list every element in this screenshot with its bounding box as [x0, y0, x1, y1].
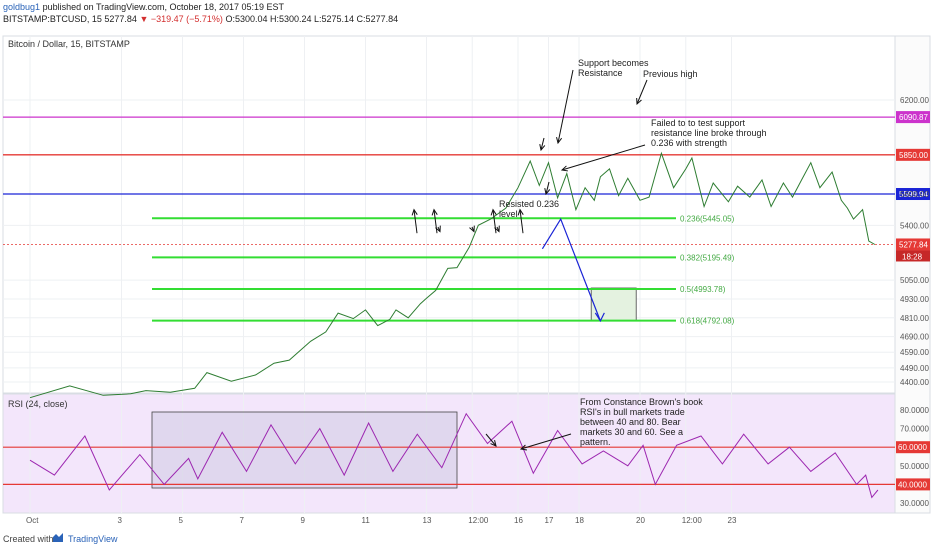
level-price-tag: [896, 238, 930, 251]
price-axis-tick: 4810.00: [900, 314, 929, 323]
level-price-tag: [896, 188, 930, 201]
annotation-arrow: [540, 137, 545, 151]
arrowhead-icon: [544, 188, 551, 196]
x-axis-tick: 7: [240, 516, 245, 525]
annotation-arrow: [545, 181, 550, 195]
created-with-text: Created with: [3, 534, 54, 544]
rsi-note: From Constance Brown's book RSI's in bull…: [580, 397, 703, 447]
rsi-band-label: 60.0000: [898, 443, 927, 452]
rsi-title: RSI (24, close): [8, 399, 68, 409]
fib-level-label: 0.5(4993.78): [680, 285, 726, 294]
arrowhead-icon: [594, 312, 605, 323]
x-axis-tick: 12:00: [468, 516, 489, 525]
x-axis-tick: 9: [301, 516, 306, 525]
footer: Created with TradingView: [0, 530, 932, 550]
x-axis-tick: 16: [514, 516, 523, 525]
annotation-arrow: [485, 433, 497, 447]
tradingview-brand[interactable]: TradingView: [68, 534, 118, 544]
rsi-axis-tick: 70.0000: [900, 425, 929, 434]
x-axis-tick: 13: [423, 516, 432, 525]
annotation-arrow: [519, 209, 524, 234]
published-text: published on TradingView.com, October 18…: [42, 2, 285, 12]
chart-canvas[interactable]: Bitcoin / Dollar, 15, BITSTAMP RSI (24, c…: [0, 28, 932, 530]
x-axis-tick: 12:00: [682, 516, 703, 525]
level-price-label: 6090.87: [899, 113, 928, 122]
price-axis-tick: 4490.00: [900, 364, 929, 373]
x-axis-tick: 17: [545, 516, 554, 525]
x-axis-tick: 23: [728, 516, 737, 525]
arrowhead-icon: [519, 444, 528, 451]
arrowhead-icon: [490, 440, 497, 447]
projection-arrow[interactable]: [541, 217, 601, 322]
price-change: −319.47 (−5.71%): [150, 14, 223, 24]
chart-title: Bitcoin / Dollar, 15, BITSTAMP: [8, 39, 130, 49]
rsi-axis-tick: 30.0000: [900, 499, 929, 508]
rsi-axis-tick: 80.0000: [900, 406, 929, 415]
arrowhead-icon: [556, 137, 563, 145]
arrowhead-icon: [411, 208, 418, 216]
rsi-axis-tick: 50.0000: [900, 462, 929, 471]
arrowhead-icon: [431, 208, 438, 216]
x-axis-tick: 3: [118, 516, 123, 525]
annotation-arrow: [433, 209, 438, 234]
fib-level-label: 0.618(4792.08): [680, 317, 735, 326]
x-axis-tick: 20: [636, 516, 645, 525]
arrowhead-icon: [636, 97, 642, 106]
arrowhead-icon: [560, 165, 569, 172]
price-axis-tick: 4400.00: [900, 378, 929, 387]
level-price-label: 5277.84: [899, 240, 928, 249]
arrowhead-icon: [490, 208, 497, 216]
annotation-arrow: [413, 209, 418, 234]
price-axis-tick: 5400.00: [900, 221, 929, 230]
last-price: 5277.84: [104, 14, 137, 24]
annotation-arrow: [561, 144, 646, 171]
rsi-band-label: 40.0000: [898, 480, 927, 489]
rsi-series-line[interactable]: [29, 412, 879, 499]
level-price-tag: [896, 148, 930, 161]
arrowhead-icon: [469, 225, 475, 233]
ohlc-values: O:5300.04 H:5300.24 L:5275.14 C:5277.84: [225, 14, 399, 24]
annotation-arrow: [636, 79, 648, 105]
annotation-arrow: [492, 209, 497, 234]
breakdown-note: Failed to to test support resistance line…: [651, 118, 767, 148]
price-axis-tick: 4590.00: [900, 348, 929, 357]
arrowhead-icon: [494, 225, 500, 233]
rsi-band-tag: [896, 478, 930, 491]
price-axis-tick: 4690.00: [900, 333, 929, 342]
price-series-line[interactable]: [29, 151, 876, 399]
x-axis-tick: 5: [179, 516, 184, 525]
author-link[interactable]: goldbug1: [3, 2, 41, 12]
arrowhead-icon: [435, 225, 441, 233]
main-pane[interactable]: [2, 35, 896, 394]
annotation-arrow: [557, 69, 574, 144]
arrowhead-icon: [539, 144, 546, 152]
price-axis-tick: 6200.00: [900, 96, 929, 105]
price-axis-tick: 5600.00: [900, 190, 929, 199]
header-line-1: goldbug1 published on TradingView.com, O…: [3, 2, 284, 12]
x-axis-tick: Oct: [26, 516, 39, 525]
fib-level-label: 0.382(5195.49): [680, 253, 735, 262]
x-axis-tick: 11: [362, 516, 371, 525]
annotation-arrow: [520, 433, 572, 450]
previous-high-note: Previous high: [643, 69, 698, 79]
level-price-label: 5599.94: [899, 190, 928, 199]
price-axis-tick: 4930.00: [900, 295, 929, 304]
header-line-2: BITSTAMP:BTCUSD, 15 5277.84 ▼ −319.47 (−…: [3, 14, 398, 24]
countdown-label: 18:28: [902, 252, 923, 261]
x-axis-tick: 18: [575, 516, 584, 525]
arrowhead-icon: [517, 208, 524, 216]
countdown-tag: [896, 250, 930, 262]
rsi-band-tag: [896, 441, 930, 454]
level-price-tag: [896, 111, 930, 124]
tradingview-logo-icon: [53, 533, 63, 542]
fib-level-label: 0.236(5445.05): [680, 214, 735, 223]
support-resistance-note: Support becomes Resistance: [578, 58, 649, 78]
price-axis-tick: 5050.00: [900, 276, 929, 285]
chart-header: goldbug1 published on TradingView.com, O…: [0, 0, 932, 28]
level-price-label: 5850.00: [899, 151, 928, 160]
down-arrow-icon: ▼: [139, 14, 149, 24]
resisted-level-note: Resisted 0.236 level: [499, 199, 559, 219]
symbol-label: BITSTAMP:BTCUSD, 15: [3, 14, 102, 24]
